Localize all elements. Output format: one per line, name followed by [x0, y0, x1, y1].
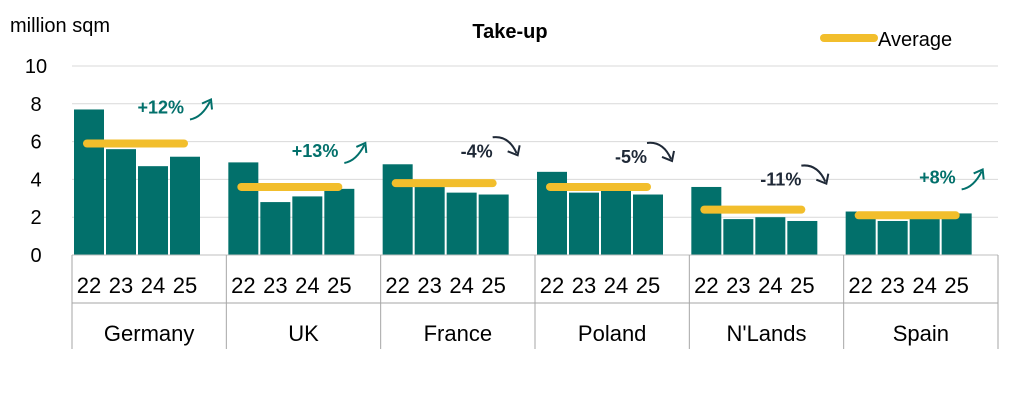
bar: [228, 162, 259, 255]
change-label: +8%: [919, 167, 956, 187]
x-tick-label: 23: [263, 273, 287, 298]
x-tick-label: 24: [295, 273, 319, 298]
bar: [941, 213, 972, 255]
legend: Average: [820, 29, 952, 51]
bar: [324, 188, 355, 255]
category-label: France: [424, 321, 492, 346]
trend-up-arrow-icon: [189, 98, 213, 121]
y-tick-label: 4: [30, 169, 41, 191]
legend-average-label: Average: [878, 29, 952, 51]
bar: [478, 194, 509, 255]
x-tick-label: 22: [694, 273, 718, 298]
bar: [260, 202, 291, 255]
bar: [414, 181, 445, 255]
x-tick-label: 22: [848, 273, 872, 298]
x-tick-label: 24: [758, 273, 782, 298]
change-label: -4%: [461, 141, 493, 161]
bar: [569, 192, 599, 255]
category-label: N'Lands: [726, 321, 806, 346]
trend-up-arrow-icon: [344, 141, 368, 164]
bar: [138, 166, 168, 255]
bar: [787, 220, 818, 255]
category-label: UK: [288, 321, 319, 346]
x-tick-label: 24: [604, 273, 628, 298]
bar: [691, 186, 722, 255]
x-tick-label: 22: [231, 273, 255, 298]
x-tick-label: 25: [481, 273, 505, 298]
bar: [877, 220, 908, 255]
change-label: -11%: [760, 170, 801, 190]
x-tick-label: 24: [141, 273, 165, 298]
trend-down-arrow-icon: [646, 141, 675, 163]
x-tick-label: 25: [173, 273, 197, 298]
bar: [292, 196, 323, 255]
bar: [633, 194, 663, 255]
bar: [909, 215, 940, 255]
x-tick-label: 25: [636, 273, 660, 298]
x-tick-label: 25: [327, 273, 351, 298]
y-tick-label: 8: [30, 94, 41, 116]
x-tick-label: 23: [417, 273, 441, 298]
bar: [106, 149, 136, 255]
category-label: Germany: [104, 321, 194, 346]
y-tick-label: 2: [30, 207, 41, 229]
bar: [170, 156, 200, 255]
y-tick-label: 6: [30, 132, 41, 154]
x-tick-label: 25: [944, 273, 968, 298]
y-tick-label: 10: [25, 56, 47, 78]
trend-up-arrow-icon: [961, 167, 985, 191]
trend-down-arrow-icon: [492, 136, 521, 157]
bar: [74, 109, 104, 255]
x-tick-label: 22: [385, 273, 409, 298]
category-label: Spain: [893, 321, 949, 346]
bar: [755, 217, 786, 255]
y-axis-label: million sqm: [10, 15, 110, 37]
x-tick-label: 22: [77, 273, 101, 298]
x-tick-label: 23: [726, 273, 750, 298]
chart-title: Take-up: [472, 21, 547, 43]
bar: [382, 164, 413, 255]
trend-down-arrow-icon: [801, 164, 830, 186]
x-tick-label: 23: [572, 273, 596, 298]
x-tick-label: 22: [540, 273, 564, 298]
x-tick-label: 24: [449, 273, 473, 298]
change-label: -5%: [615, 147, 647, 167]
change-label: +13%: [292, 141, 339, 161]
y-tick-label: 0: [30, 245, 41, 267]
bar: [723, 219, 754, 255]
bar: [601, 190, 631, 255]
x-tick-label: 23: [109, 273, 133, 298]
bar: [446, 192, 477, 255]
x-tick-label: 24: [912, 273, 936, 298]
category-label: Poland: [578, 321, 647, 346]
x-tick-label: 25: [790, 273, 814, 298]
x-tick-label: 23: [880, 273, 904, 298]
change-label: +12%: [137, 97, 184, 117]
